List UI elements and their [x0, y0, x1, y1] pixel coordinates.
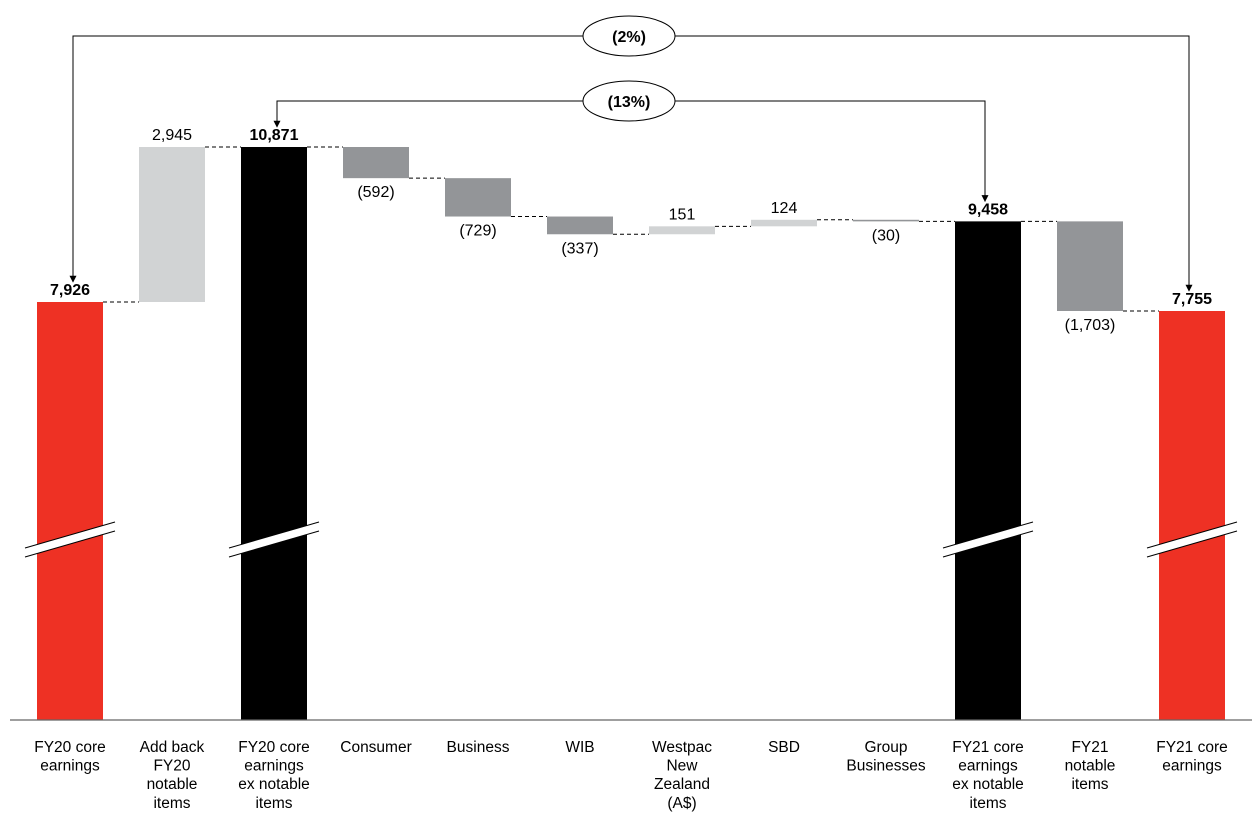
connector-lines: [103, 146, 1159, 312]
bar-fy20-core-earnings: [37, 302, 103, 720]
bar-fy21-core-earnings-ex-notable-items: [955, 221, 1021, 721]
axis-break-fy20-core-earnings-ex-notable-items: [228, 521, 320, 558]
data-labels: 7,926 2,945 10,871 (592) (729) (337) 151 124 (30…: [50, 127, 1212, 334]
category-label-wib: WIB: [565, 739, 594, 756]
change-annotation-2: (13%): [273, 80, 989, 203]
bar-westpac-new-zealand-aud: [649, 226, 715, 235]
bar-sbd: [751, 219, 817, 227]
axis-breaks: [24, 521, 1238, 558]
bar-wib: [547, 216, 613, 235]
category-label-group-businesses: Group Businesses: [846, 739, 926, 775]
data-label-fy20-core-earnings: 7,926: [50, 282, 90, 299]
data-label-add-back-fy20-notable-items: 2,945: [152, 127, 192, 144]
data-label-sbd: 124: [771, 200, 798, 217]
data-label-fy21-core-earnings-ex-notable-items: 9,458: [968, 201, 1008, 218]
axis-break-line: [228, 530, 320, 558]
change-label: (2%): [612, 29, 646, 46]
category-label-consumer: Consumer: [340, 739, 412, 756]
bar-consumer: [343, 147, 409, 179]
axis-break-line: [24, 530, 116, 558]
data-label-group-businesses: (30): [872, 227, 900, 244]
category-label-add-back-fy20-notable-items: Add back FY20 notable items: [140, 739, 205, 812]
data-label-fy21-core-earnings: 7,755: [1172, 291, 1212, 308]
bar-fy20-core-earnings-ex-notable-items: [241, 147, 307, 720]
axis-break-gap: [1147, 522, 1237, 557]
data-label-fy20-core-earnings-ex-notable-items: 10,871: [250, 127, 299, 144]
category-label-fy21-notable-items: FY21 notable items: [1065, 739, 1116, 793]
change-annotation-1: (2%): [69, 15, 1193, 292]
category-label-fy21-core-earnings: FY21 core earnings: [1156, 739, 1228, 775]
change-bubble: [582, 80, 676, 122]
change-arrow: [69, 35, 1193, 292]
axis-break-line: [942, 530, 1034, 558]
axis-break-line: [1146, 521, 1238, 549]
axis-break-fy21-core-earnings: [1146, 521, 1238, 558]
bars: [37, 147, 1225, 721]
data-label-wib: (337): [561, 240, 598, 257]
axis-break-line: [228, 521, 320, 549]
data-label-fy21-notable-items: (1,703): [1065, 317, 1116, 334]
axis-break-gap: [943, 522, 1033, 557]
category-label-fy20-core-earnings: FY20 core earnings: [34, 739, 106, 775]
category-label-fy21-core-earnings-ex-notable-items: FY21 core earnings ex notable items: [952, 739, 1024, 812]
bar-add-back-fy20-notable-items: [139, 147, 205, 302]
data-label-consumer: (592): [357, 184, 394, 201]
axis-break-line: [942, 521, 1034, 549]
category-label-business: Business: [447, 739, 510, 756]
bar-business: [445, 178, 511, 217]
category-labels: FY20 core earnings Add back FY20 notable item…: [34, 739, 1228, 812]
axis-break-gap: [25, 522, 115, 557]
axis-break-gap: [229, 522, 319, 557]
axis-break-line: [1146, 530, 1238, 558]
data-label-westpac-new-zealand-aud: 151: [669, 206, 696, 223]
axis-break-fy21-core-earnings-ex-notable-items: [942, 521, 1034, 558]
bar-fy21-notable-items: [1057, 221, 1123, 311]
bar-group-businesses: [853, 219, 919, 222]
category-label-sbd: SBD: [768, 739, 800, 756]
bar-fy21-core-earnings: [1159, 311, 1225, 720]
axis-break-line: [24, 521, 116, 549]
change-bubble: [582, 15, 676, 57]
category-label-fy20-core-earnings-ex-notable-items: FY20 core earnings ex notable items: [238, 739, 310, 812]
axis-break-fy20-core-earnings: [24, 521, 116, 558]
data-label-business: (729): [459, 223, 496, 240]
category-label-westpac-new-zealand-aud: Westpac New Zealand (A$): [652, 739, 712, 812]
change-label: (13%): [608, 94, 651, 111]
change-annotations: (2%) (13%): [69, 15, 1193, 292]
